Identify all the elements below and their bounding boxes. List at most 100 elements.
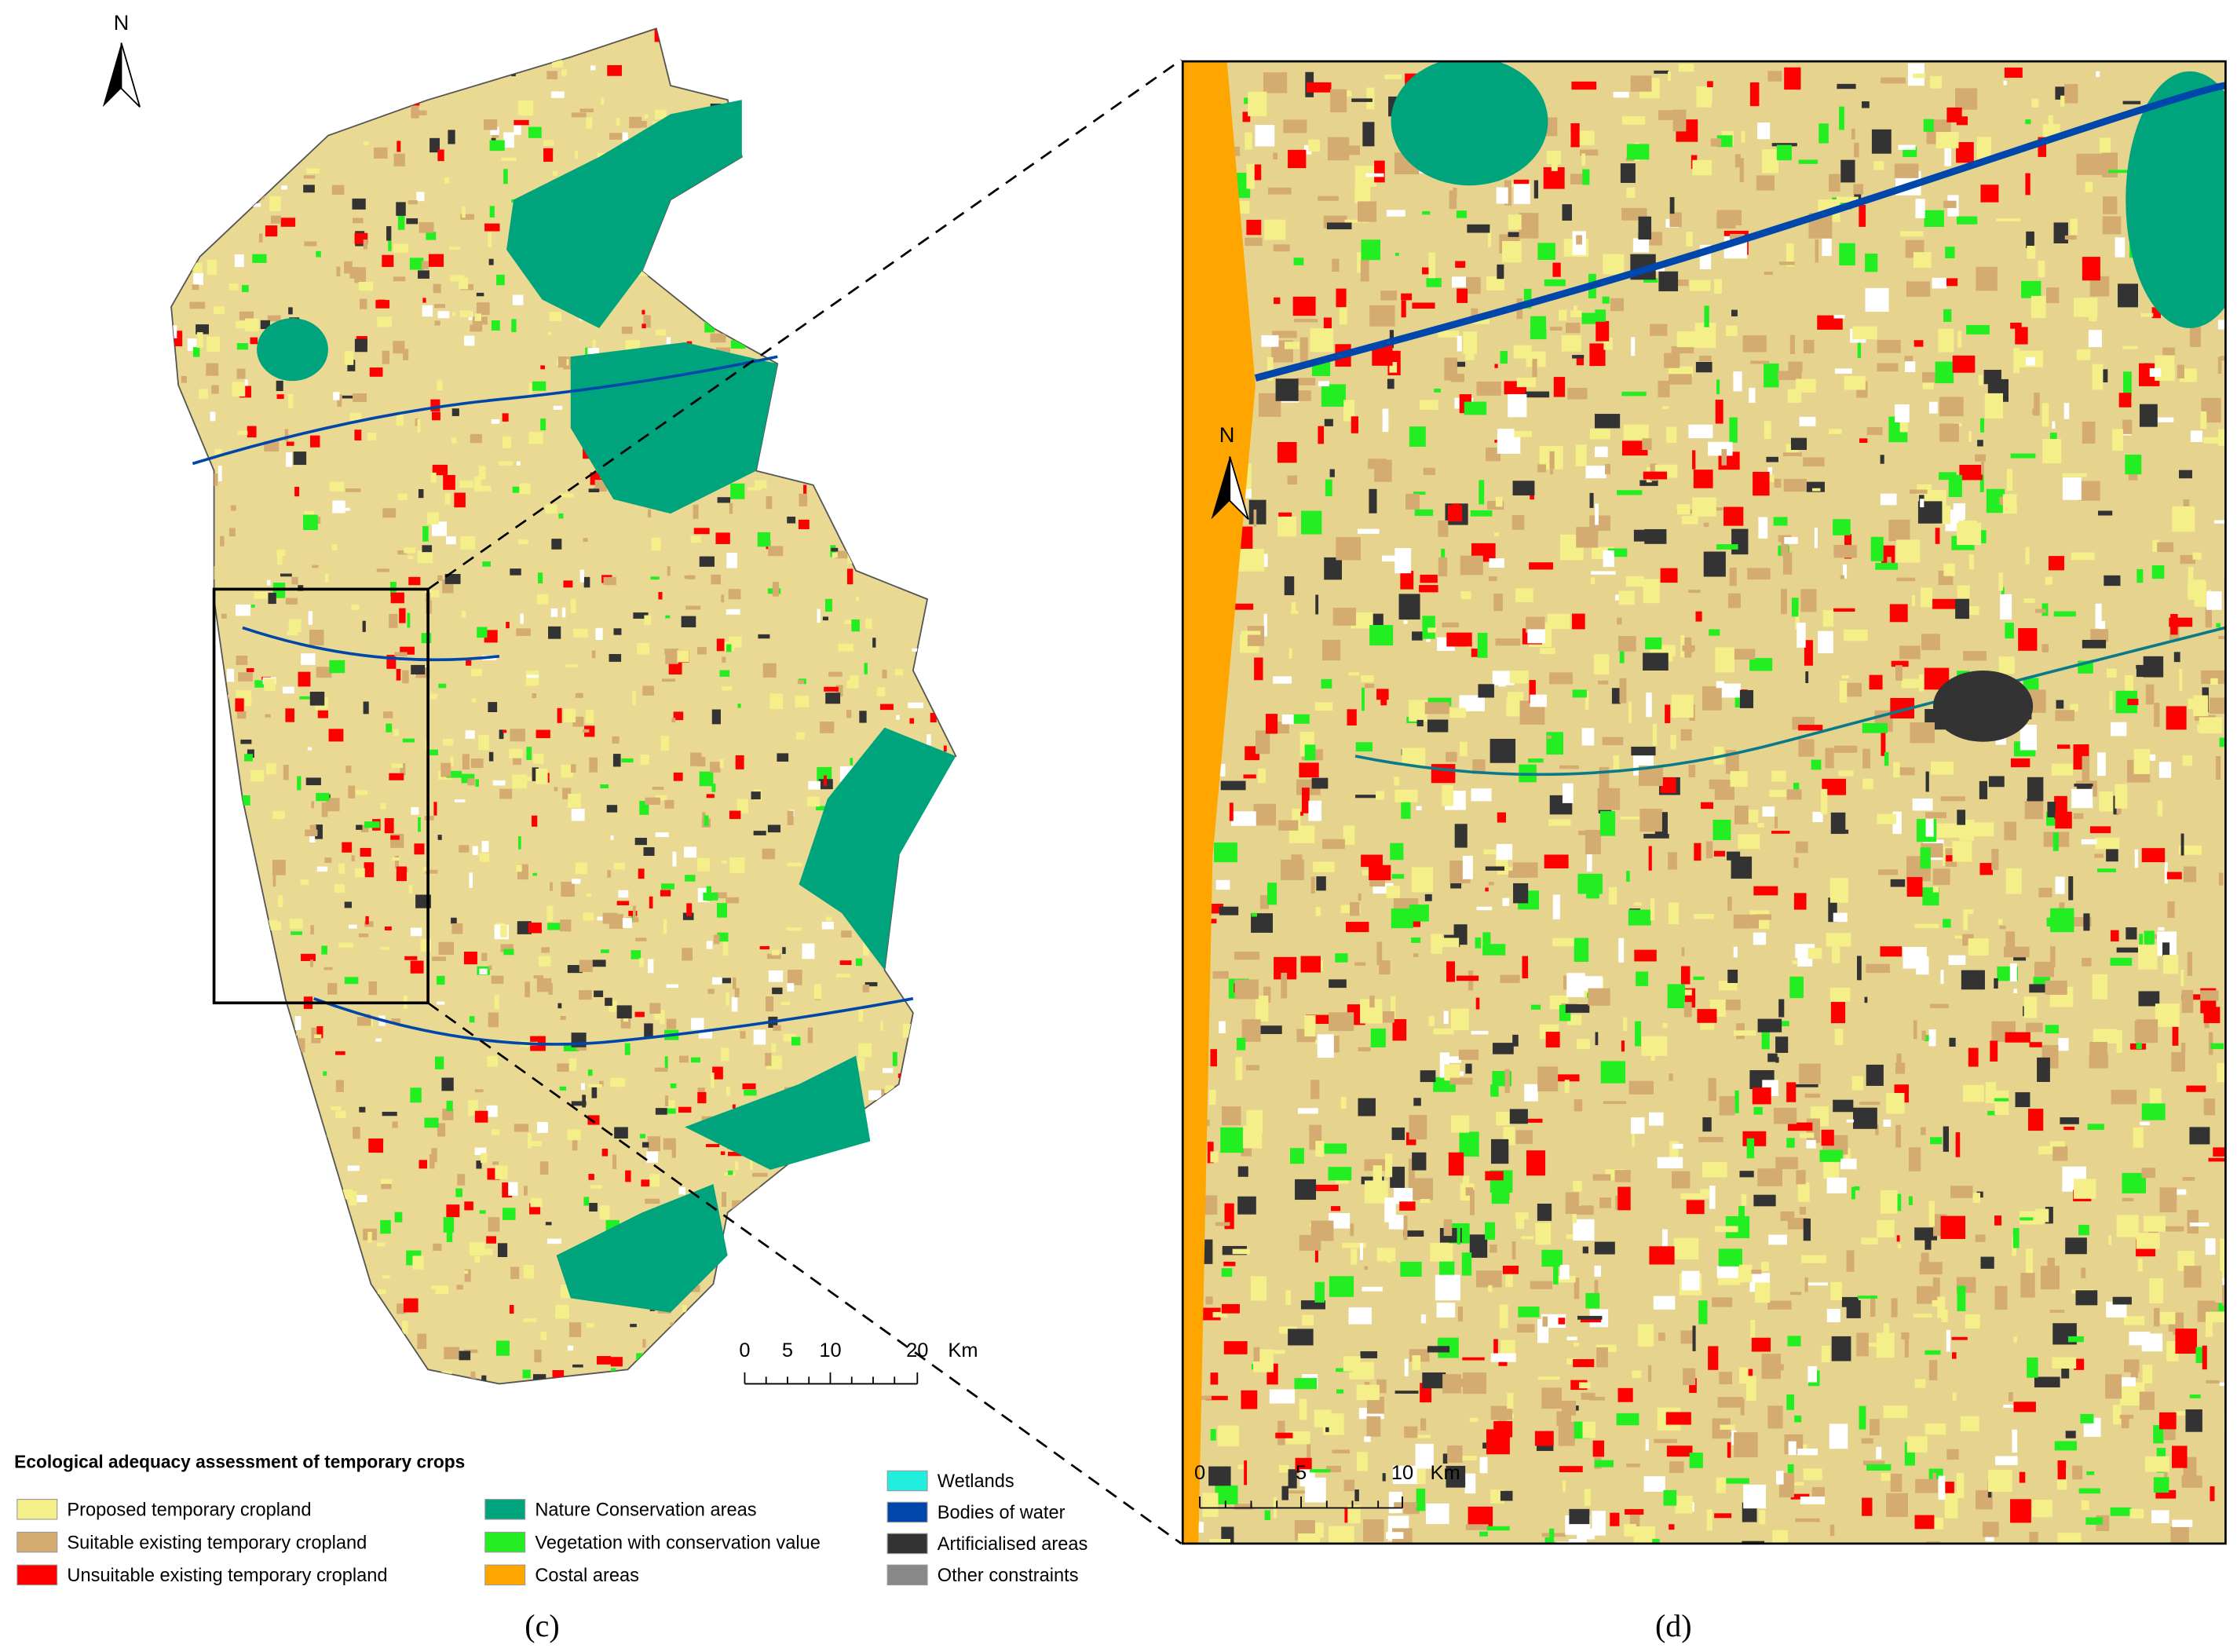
land-patch bbox=[1412, 631, 1423, 641]
land-patch bbox=[1727, 896, 1732, 911]
land-patch bbox=[546, 1238, 561, 1244]
land-patch bbox=[707, 989, 715, 994]
land-patch bbox=[512, 774, 528, 789]
land-patch bbox=[1648, 1112, 1664, 1126]
land-patch bbox=[1877, 339, 1901, 353]
land-patch bbox=[511, 319, 517, 333]
land-patch bbox=[2211, 1302, 2219, 1311]
land-patch bbox=[510, 729, 526, 742]
land-patch bbox=[332, 500, 345, 514]
land-patch bbox=[859, 320, 864, 336]
land-patch bbox=[1566, 973, 1585, 997]
land-patch bbox=[571, 808, 585, 821]
land-patch bbox=[2213, 1147, 2226, 1157]
land-patch bbox=[1387, 1252, 1392, 1263]
land-patch bbox=[281, 49, 292, 58]
land-patch bbox=[1292, 808, 1301, 829]
land-patch bbox=[796, 732, 805, 740]
land-patch bbox=[1599, 766, 1610, 789]
land-patch bbox=[1413, 1098, 1421, 1106]
land-patch bbox=[1693, 914, 1714, 919]
land-patch bbox=[654, 1067, 668, 1072]
land-patch bbox=[753, 831, 766, 835]
land-patch bbox=[664, 799, 674, 809]
land-patch bbox=[1295, 390, 1311, 401]
land-patch bbox=[1321, 384, 1346, 408]
land-patch bbox=[1314, 1239, 1318, 1263]
land-patch bbox=[2045, 1206, 2053, 1224]
land-patch bbox=[621, 758, 634, 763]
land-patch bbox=[713, 934, 720, 945]
land-patch bbox=[559, 493, 575, 498]
land-patch bbox=[1778, 1364, 1784, 1371]
land-patch bbox=[203, 746, 214, 750]
land-patch bbox=[821, 922, 834, 930]
land-patch bbox=[418, 270, 429, 279]
land-patch bbox=[1620, 163, 1636, 183]
land-patch bbox=[1404, 1426, 1418, 1438]
land-patch bbox=[2038, 1146, 2056, 1155]
land-patch bbox=[354, 338, 367, 353]
land-patch bbox=[1946, 107, 1962, 122]
land-patch bbox=[444, 177, 450, 184]
land-patch bbox=[2153, 1424, 2164, 1444]
land-patch bbox=[2216, 623, 2221, 628]
land-patch bbox=[688, 273, 704, 279]
land-patch bbox=[693, 504, 699, 519]
land-patch bbox=[181, 928, 192, 937]
land-patch bbox=[835, 685, 843, 697]
land-patch bbox=[205, 213, 218, 223]
land-patch bbox=[1351, 416, 1359, 433]
land-patch bbox=[1914, 923, 1939, 929]
land-patch bbox=[1364, 1180, 1388, 1204]
land-patch bbox=[1891, 660, 1909, 667]
land-patch bbox=[1366, 1396, 1384, 1414]
land-patch bbox=[1477, 632, 1488, 658]
land-patch bbox=[2020, 725, 2038, 751]
land-patch bbox=[919, 174, 933, 183]
land-patch bbox=[2055, 876, 2065, 894]
land-patch bbox=[2029, 1042, 2042, 1047]
land-patch bbox=[915, 1105, 925, 1113]
land-patch bbox=[1792, 960, 1798, 964]
land-patch bbox=[1493, 594, 1503, 612]
land-patch bbox=[393, 153, 405, 166]
land-patch bbox=[1694, 842, 1702, 861]
land-patch bbox=[826, 916, 832, 922]
land-patch bbox=[180, 220, 192, 225]
land-patch bbox=[1632, 238, 1650, 253]
land-patch bbox=[181, 631, 188, 647]
land-patch bbox=[1382, 408, 1389, 433]
land-patch bbox=[733, 977, 737, 989]
land-patch bbox=[1626, 1463, 1640, 1467]
land-patch bbox=[1470, 510, 1493, 517]
land-patch bbox=[1913, 1314, 1932, 1318]
land-patch bbox=[1652, 724, 1658, 746]
land-patch bbox=[1638, 216, 1652, 240]
land-patch bbox=[2167, 901, 2175, 918]
land-patch bbox=[1753, 471, 1770, 496]
land-patch bbox=[438, 683, 447, 689]
land-patch bbox=[2166, 872, 2182, 879]
land-patch bbox=[1838, 770, 1854, 777]
land-patch bbox=[638, 868, 645, 879]
land-patch bbox=[2209, 697, 2226, 715]
land-patch bbox=[1733, 946, 1738, 958]
land-patch bbox=[2105, 1374, 2122, 1399]
land-patch bbox=[470, 60, 483, 75]
land-patch bbox=[548, 983, 553, 995]
land-patch bbox=[1788, 361, 1803, 372]
land-patch bbox=[2106, 1301, 2127, 1318]
land-patch bbox=[1976, 266, 1998, 291]
land-patch bbox=[1866, 426, 1883, 436]
land-patch bbox=[1658, 271, 1679, 291]
land-patch bbox=[1924, 1035, 1929, 1042]
land-patch bbox=[1324, 418, 1333, 426]
land-patch bbox=[484, 119, 498, 130]
land-patch bbox=[1660, 777, 1676, 793]
scale-label: 20 bbox=[906, 1340, 928, 1361]
land-patch bbox=[915, 939, 929, 955]
land-patch bbox=[1428, 1015, 1435, 1026]
land-patch bbox=[1566, 1336, 1577, 1341]
land-patch bbox=[1823, 1161, 1840, 1179]
